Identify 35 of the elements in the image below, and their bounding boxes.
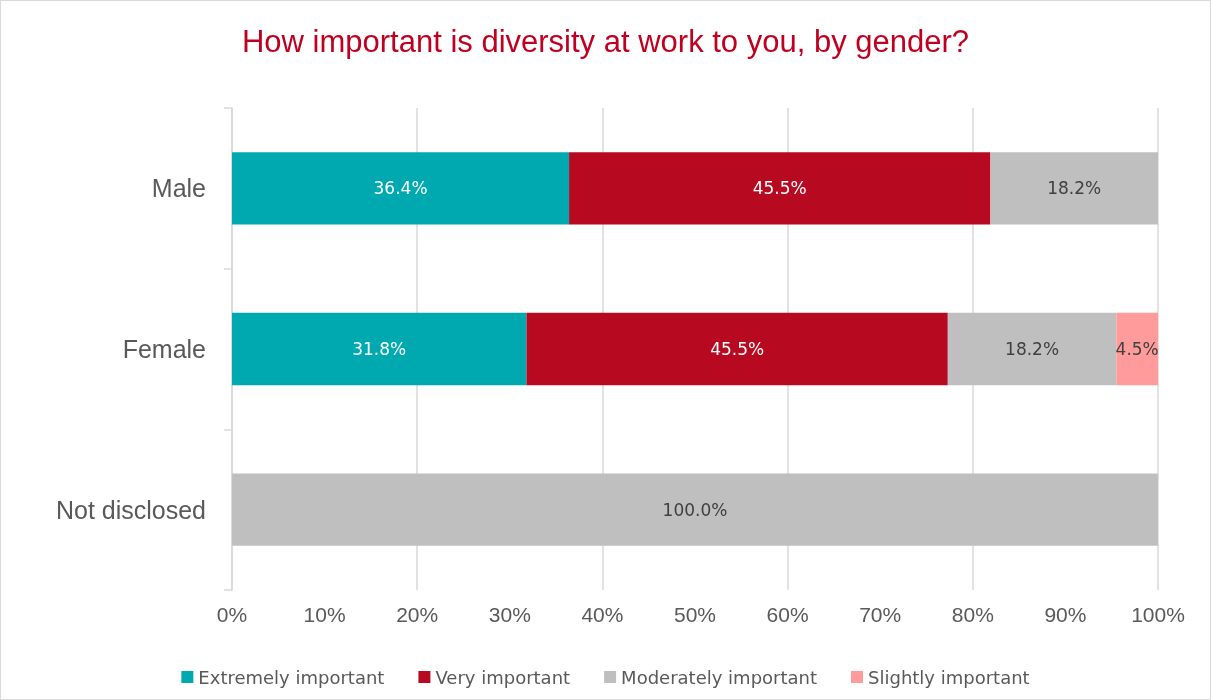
data-label: 31.8% xyxy=(352,339,407,359)
x-tick-label: 40% xyxy=(581,603,624,626)
bar xyxy=(232,312,527,386)
x-tick-label: 50% xyxy=(673,603,717,626)
y-tick-label: Not disclosed xyxy=(55,495,206,524)
bar xyxy=(569,152,991,225)
x-tick-label: 70% xyxy=(859,603,902,626)
data-label: 100.0% xyxy=(662,499,728,520)
y-tick-label: Male xyxy=(151,174,206,203)
data-label: 45.5% xyxy=(710,339,765,359)
data-label: 36.4% xyxy=(373,178,428,199)
x-tick-label: 60% xyxy=(766,603,809,626)
x-tick-label: 100% xyxy=(1131,603,1185,626)
bar xyxy=(947,312,1117,386)
bar xyxy=(526,312,948,386)
legend-label: Slightly important xyxy=(868,666,1030,688)
bar xyxy=(232,473,1158,546)
bar xyxy=(232,152,570,225)
x-tick-label: 30% xyxy=(488,603,531,626)
data-label: 45.5% xyxy=(752,178,807,199)
x-tick-label: 80% xyxy=(951,603,994,626)
data-label: 4.5% xyxy=(1115,339,1159,359)
legend-label: Moderately important xyxy=(621,666,818,688)
legend-label: Very important xyxy=(435,666,571,688)
x-tick-label: 90% xyxy=(1044,603,1087,626)
bar xyxy=(1116,312,1158,386)
legend-label: Extremely important xyxy=(198,666,385,688)
data-label: 18.2% xyxy=(1005,339,1060,359)
data-label: 18.2% xyxy=(1047,178,1102,199)
x-tick-label: 0% xyxy=(216,603,248,626)
x-tick-label: 20% xyxy=(396,603,439,626)
x-tick-label: 10% xyxy=(303,603,346,626)
chart-title: How important is diversity at work to you, by gender? xyxy=(241,24,970,59)
y-tick-label: Female xyxy=(122,335,206,363)
bar xyxy=(990,152,1158,225)
